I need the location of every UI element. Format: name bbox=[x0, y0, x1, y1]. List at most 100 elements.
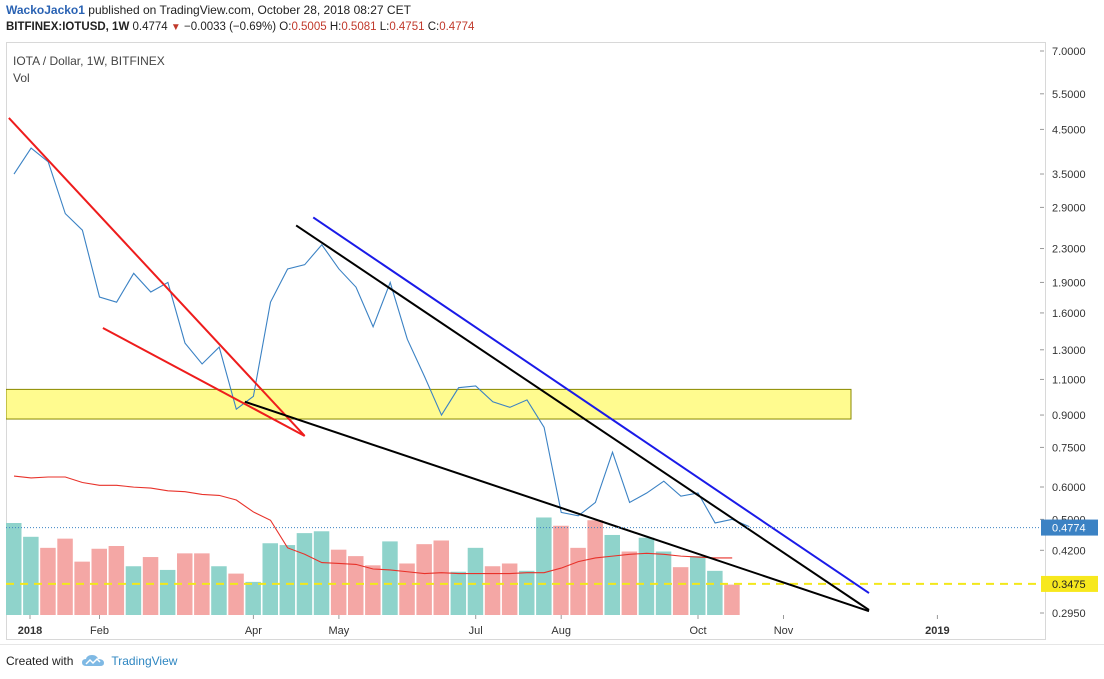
volume-bar bbox=[279, 545, 296, 615]
x-tick-label: 2019 bbox=[925, 625, 949, 637]
volume-bar bbox=[194, 553, 210, 615]
symbol-label: BITFINEX:IOTUSD, 1W bbox=[6, 21, 130, 33]
volume-bar bbox=[416, 544, 432, 615]
resistance-zone[interactable] bbox=[6, 388, 852, 420]
author-link[interactable]: WackoJacko1 bbox=[6, 3, 85, 17]
y-tick-label: 1.6000 bbox=[1052, 308, 1086, 320]
y-tick-label: 4.5000 bbox=[1052, 124, 1086, 136]
y-tick-label: 0.4200 bbox=[1052, 545, 1086, 557]
volume-bar bbox=[604, 534, 620, 615]
volume-bar bbox=[74, 561, 90, 615]
volume-bar bbox=[262, 543, 278, 615]
x-tick-label: Jul bbox=[469, 625, 483, 637]
tradingview-link[interactable]: TradingView bbox=[111, 654, 178, 668]
volume-bar bbox=[536, 517, 552, 615]
volume-bar bbox=[313, 531, 330, 615]
ohlc-l-value: 0.4751 bbox=[389, 21, 425, 33]
volume-bar bbox=[330, 549, 347, 615]
legend-title: IOTA / Dollar, 1W, BITFINEX bbox=[13, 54, 165, 68]
red-trend-line[interactable] bbox=[8, 117, 306, 437]
volume-bar bbox=[690, 556, 706, 615]
x-tick-label: Nov bbox=[774, 625, 794, 637]
down-triangle-icon: ▼ bbox=[170, 22, 181, 33]
black-trend-line[interactable] bbox=[244, 400, 870, 613]
volume-bar bbox=[296, 533, 313, 615]
volume-bar bbox=[142, 557, 159, 615]
volume-bar bbox=[40, 547, 56, 615]
ohlc-c-label: C: bbox=[427, 21, 440, 33]
ohlc-h-value: 0.5081 bbox=[341, 21, 377, 33]
y-tick-label: 0.6000 bbox=[1052, 482, 1086, 494]
y-tick-label: 5.5000 bbox=[1052, 89, 1086, 101]
volume-bar bbox=[399, 563, 415, 615]
y-tick-label: 0.9000 bbox=[1052, 410, 1086, 422]
volume-bar bbox=[587, 520, 603, 615]
black-trend-line[interactable] bbox=[295, 224, 870, 611]
symbol-info: BITFINEX:IOTUSD, 1W 0.4774 ▼ −0.0033 (−0… bbox=[6, 21, 474, 33]
last-price-badge-label: 0.4774 bbox=[1052, 523, 1086, 535]
volume-bar bbox=[125, 566, 142, 615]
blue-trend-line[interactable] bbox=[312, 216, 870, 594]
volume-bar bbox=[211, 566, 227, 615]
y-tick-label: 7.0000 bbox=[1052, 46, 1086, 58]
ohlc-o-label: O: bbox=[279, 21, 292, 33]
x-tick-label: 2018 bbox=[18, 625, 42, 637]
volume-bar bbox=[519, 570, 535, 615]
volume-bar bbox=[570, 547, 586, 615]
volume-bar bbox=[707, 570, 723, 615]
volume-bar bbox=[6, 523, 22, 615]
price-line bbox=[13, 147, 750, 528]
created-with-text: Created with bbox=[6, 654, 74, 668]
change-text: −0.0033 (−0.69%) bbox=[184, 21, 277, 33]
x-tick-label: Oct bbox=[689, 625, 706, 637]
volume-bar bbox=[433, 540, 449, 615]
volume-bar bbox=[467, 547, 484, 615]
volume-bar bbox=[553, 525, 569, 615]
volume-ma-line bbox=[13, 475, 733, 575]
volume-bar bbox=[228, 573, 244, 615]
y-tick-label: 1.1000 bbox=[1052, 374, 1086, 386]
y-tick-label: 1.9000 bbox=[1052, 277, 1086, 289]
ohlc-h-label: H: bbox=[329, 21, 342, 33]
volume-bar bbox=[91, 548, 107, 615]
support-badge-label: 0.3475 bbox=[1052, 579, 1086, 591]
y-tick-label: 2.3000 bbox=[1052, 244, 1086, 256]
volume-bar bbox=[484, 566, 501, 615]
footer-divider bbox=[0, 644, 1104, 645]
volume-bar bbox=[159, 569, 176, 615]
volume-bar bbox=[724, 584, 740, 615]
volume-bar bbox=[23, 536, 39, 615]
volume-bar bbox=[655, 551, 672, 615]
volume-bar bbox=[57, 538, 73, 615]
volume-bar bbox=[672, 567, 689, 615]
x-tick-label: Feb bbox=[90, 625, 109, 637]
published-text: published on TradingView.com, October 28… bbox=[88, 3, 411, 17]
y-tick-label: 1.3000 bbox=[1052, 345, 1086, 357]
ohlc-c-value: 0.4774 bbox=[439, 21, 475, 33]
volume-bar bbox=[365, 565, 381, 615]
ohlc-o-value: 0.5005 bbox=[291, 21, 327, 33]
legend-vol: Vol bbox=[13, 71, 30, 85]
volume-bar bbox=[638, 537, 655, 615]
footer: Created with TradingView bbox=[6, 654, 177, 668]
y-tick-label: 2.9000 bbox=[1052, 202, 1086, 214]
x-tick-label: May bbox=[329, 625, 350, 637]
y-tick-label: 3.5000 bbox=[1052, 169, 1086, 181]
tradingview-cloud-icon bbox=[82, 655, 105, 666]
publish-info: WackoJacko1 published on TradingView.com… bbox=[6, 3, 411, 17]
support-badge bbox=[1041, 575, 1098, 592]
chart-frame[interactable] bbox=[6, 42, 1046, 640]
volume-bar bbox=[348, 556, 364, 615]
x-tick-label: Apr bbox=[245, 625, 262, 637]
volume-bar bbox=[177, 553, 193, 615]
volume-bar bbox=[450, 571, 467, 615]
y-tick-label: 0.7500 bbox=[1052, 442, 1086, 454]
volume-bar bbox=[501, 563, 518, 615]
volume-bar bbox=[108, 546, 125, 615]
red-trend-line[interactable] bbox=[102, 327, 306, 437]
y-tick-label: 0.2950 bbox=[1052, 608, 1086, 620]
x-tick-label: Aug bbox=[551, 625, 571, 637]
volume-bar bbox=[245, 581, 261, 615]
last-price-badge bbox=[1041, 519, 1098, 536]
